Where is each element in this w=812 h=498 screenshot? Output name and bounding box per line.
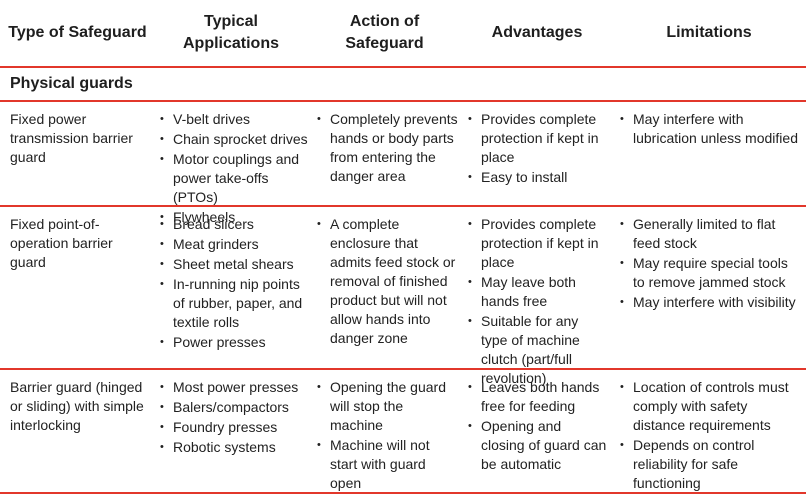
cell-limitations: Location of controls must comply with sa… [620,378,800,494]
list-item: Easy to install [468,168,608,187]
cell-applications: Most power presses Balers/compactors Fou… [160,378,308,458]
list-item: Foundry presses [160,418,308,437]
list-item: Power presses [160,333,308,352]
list-item: Opening and closing of guard can be auto… [468,417,608,474]
cell-applications: Bread slicers Meat grinders Sheet metal … [160,215,308,353]
header-limitations: Limitations [666,24,752,41]
cell-action: Opening the guard will stop the machine … [317,378,459,494]
table-row: Fixed point-of-operation barrier guard B… [0,207,806,386]
list-item: Meat grinders [160,235,308,254]
table-row: Barrier guard (hinged or sliding) with s… [0,370,806,494]
table-header: Type of Safeguard Typical Applications Ac… [0,0,806,68]
list-item: Provides complete protection if kept in … [468,110,608,167]
list-item: Depends on control reliability for safe … [620,436,800,493]
cell-limitations: May interfere with lubrication unless mo… [620,110,800,149]
cell-advantages: Leaves both hands free for feeding Openi… [468,378,608,475]
list-item: Bread slicers [160,215,308,234]
header-typical-applications: Typical Applications [182,13,279,52]
cell-limitations: Generally limited to flat feed stock May… [620,215,800,313]
list-item: Robotic systems [160,438,308,457]
cell-advantages: Provides complete protection if kept in … [468,110,608,188]
list-item: Opening the guard will stop the machine [317,378,459,435]
list-item: May require special tools to remove jamm… [620,254,800,292]
list-item: Machine will not start with guard open [317,436,459,493]
cell-type: Barrier guard (hinged or sliding) with s… [10,379,144,433]
list-item: Motor couplings and power take-offs (PTO… [160,150,308,207]
list-item: Balers/compactors [160,398,308,417]
cell-action: Completely prevents hands or body parts … [317,110,459,187]
cell-type: Fixed power transmission barrier guard [10,111,133,165]
list-item: Most power presses [160,378,308,397]
list-item: Provides complete protection if kept in … [468,215,608,272]
section-title-physical-guards: Physical guards [0,68,806,102]
list-item: Leaves both hands free for feeding [468,378,608,416]
list-item: Generally limited to flat feed stock [620,215,800,253]
list-item: In-running nip points of rubber, paper, … [160,275,308,332]
list-item: Chain sprocket drives [160,130,308,149]
list-item: Sheet metal shears [160,255,308,274]
header-advantages: Advantages [491,24,583,41]
list-item: V-belt drives [160,110,308,129]
table-row: Fixed power transmission barrier guard V… [0,102,806,227]
cell-action: A complete enclosure that admits feed st… [317,215,459,349]
header-action-of-safeguard: Action of Safeguard [345,13,424,52]
header-type-of-safeguard: Type of Safeguard [8,24,147,41]
cell-type: Fixed point-of-operation barrier guard [10,216,113,270]
list-item: A complete enclosure that admits feed st… [317,215,459,348]
list-item: Location of controls must comply with sa… [620,378,800,435]
list-item: Completely prevents hands or body parts … [317,110,459,186]
list-item: May leave both hands free [468,273,608,311]
list-item: May interfere with lubrication unless mo… [620,110,800,148]
list-item: May interfere with visibility [620,293,800,312]
cell-advantages: Provides complete protection if kept in … [468,215,608,389]
